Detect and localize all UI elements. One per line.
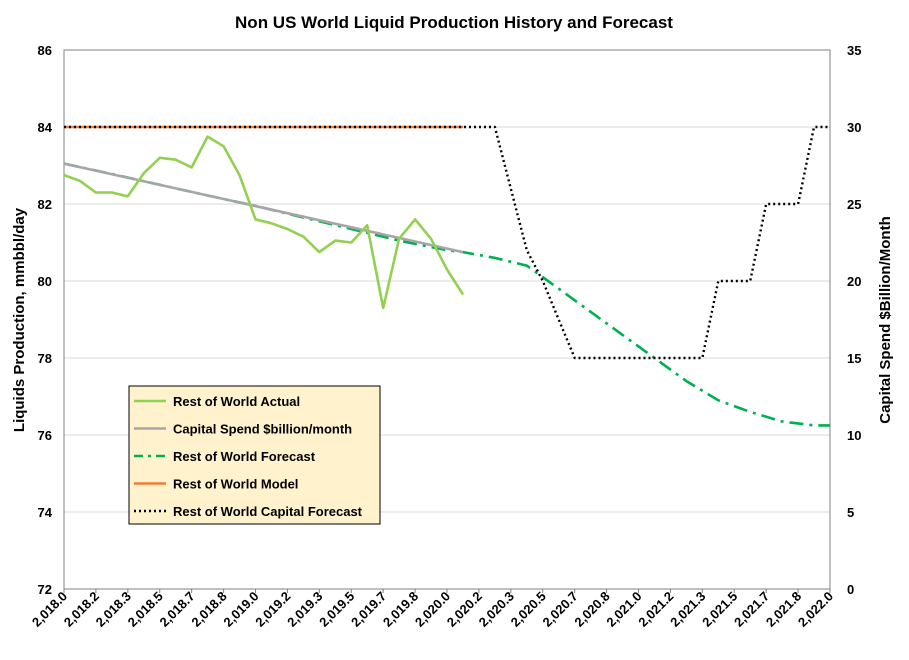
legend-box bbox=[128, 385, 381, 525]
series-line-1 bbox=[63, 162, 464, 254]
y2-tick-label: 10 bbox=[847, 428, 861, 443]
y2-tick-label: 35 bbox=[847, 43, 861, 58]
y2-tick-label: 15 bbox=[847, 351, 861, 366]
series-layer bbox=[63, 125, 830, 427]
y-tick-label: 84 bbox=[38, 120, 53, 135]
y-tick-label: 82 bbox=[38, 197, 52, 212]
y-tick-label: 76 bbox=[38, 428, 52, 443]
y-tick-label: 74 bbox=[38, 505, 53, 520]
legend-label: Rest of World Forecast bbox=[173, 449, 316, 464]
y-tick-label: 78 bbox=[38, 351, 52, 366]
series-line-0 bbox=[63, 135, 465, 310]
y2-tick-label: 30 bbox=[847, 120, 861, 135]
y-tick-label: 86 bbox=[38, 43, 52, 58]
y2-tick-label: 20 bbox=[847, 274, 861, 289]
legend-label: Capital Spend $billion/month bbox=[173, 422, 352, 437]
legend: Rest of World Actual Capital Spend $billi… bbox=[128, 385, 381, 525]
legend-label: Rest of World Actual bbox=[173, 394, 300, 409]
y2-tick-label: 0 bbox=[847, 582, 854, 597]
y2-tick-label: 5 bbox=[847, 505, 854, 520]
right-axis-ticks: 0 5 10 15 20 25 30 35 bbox=[847, 43, 861, 597]
series-line-4 bbox=[64, 125, 830, 360]
y-tick-label: 72 bbox=[38, 582, 52, 597]
legend-label: Rest of World Model bbox=[173, 477, 298, 492]
chart-title: Non US World Liquid Production History a… bbox=[235, 13, 673, 32]
y2-axis-title: Capital Spend $Billion/Month bbox=[877, 216, 894, 424]
series-line-2 bbox=[63, 162, 830, 427]
left-axis-ticks: 72 74 76 78 80 82 84 86 bbox=[38, 43, 53, 597]
legend-label: Rest of World Capital Forecast bbox=[173, 504, 363, 519]
y2-tick-label: 25 bbox=[847, 197, 861, 212]
y-tick-label: 80 bbox=[38, 274, 52, 289]
y-axis-title: Liquids Production, mmbbl/day bbox=[11, 207, 28, 432]
